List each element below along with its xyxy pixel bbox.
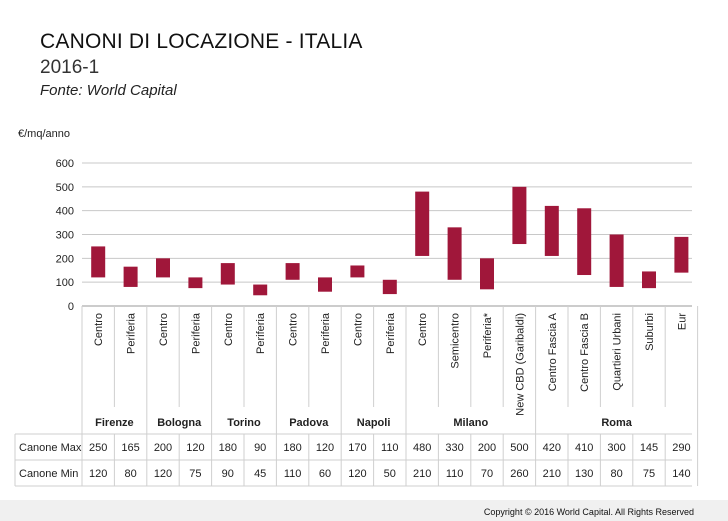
y-tick-label: 500 — [56, 182, 74, 194]
category-label: Suburbi — [644, 313, 656, 351]
value-canone-min: 110 — [446, 468, 464, 480]
range-bar — [91, 246, 106, 278]
value-canone-max: 120 — [186, 442, 204, 454]
value-canone-max: 110 — [381, 442, 399, 454]
category-label: Quartieri Urbani — [612, 313, 624, 391]
range-bar — [382, 279, 397, 295]
category-label: Semicentro — [450, 313, 462, 369]
range-bar — [512, 186, 527, 245]
value-canone-min: 110 — [284, 468, 302, 480]
value-canone-max: 410 — [575, 442, 593, 454]
group-label: Torino — [227, 417, 261, 429]
row-label-canone-min: Canone Min — [19, 468, 78, 480]
range-bar — [415, 191, 430, 256]
group-label: Milano — [453, 417, 488, 429]
value-canone-max: 170 — [348, 442, 366, 454]
chart-title: CANONI DI LOCAZIONE - ITALIA — [40, 30, 363, 53]
range-bar — [285, 263, 300, 280]
range-bar — [674, 236, 689, 273]
category-label: Periferia — [320, 312, 332, 354]
range-bar — [480, 258, 494, 290]
value-canone-min: 80 — [124, 468, 136, 480]
value-canone-min: 140 — [672, 468, 690, 480]
range-bar — [253, 284, 268, 296]
range-bar — [188, 277, 203, 289]
y-axis-unit-label: €/mq/anno — [18, 128, 70, 140]
category-label: Periferia — [190, 312, 202, 354]
value-canone-max: 250 — [89, 442, 107, 454]
y-tick-label: 100 — [56, 277, 74, 289]
value-canone-max: 300 — [607, 442, 625, 454]
value-canone-max: 330 — [445, 442, 463, 454]
range-bar — [609, 234, 624, 287]
value-canone-min: 60 — [319, 468, 331, 480]
value-canone-min: 90 — [222, 468, 234, 480]
row-label-canone-max: Canone Max — [19, 442, 82, 454]
value-canone-min: 130 — [575, 468, 593, 480]
range-bar-chart: 0 100 200 300 400 500 600 Firenze Bologna Torino P… — [14, 158, 699, 487]
category-label: Centro Fascia A — [547, 312, 559, 391]
value-canone-max: 145 — [640, 442, 658, 454]
range-bar — [577, 208, 592, 276]
range-bar — [123, 266, 138, 287]
range-bar — [642, 271, 656, 289]
y-tick-label: 0 — [68, 301, 74, 313]
category-label: Centro — [288, 313, 300, 346]
value-canone-min: 210 — [413, 468, 431, 480]
group-label: Padova — [289, 417, 329, 429]
group-label: Roma — [601, 417, 632, 429]
value-canone-min: 120 — [89, 468, 107, 480]
y-tick-label: 300 — [56, 230, 74, 242]
value-canone-max: 420 — [543, 442, 561, 454]
chart-source: Fonte: World Capital — [40, 82, 177, 99]
value-canone-max: 480 — [413, 442, 431, 454]
value-canone-max: 180 — [219, 442, 237, 454]
range-bar — [156, 258, 170, 278]
group-label: Firenze — [95, 417, 134, 429]
range-bar — [220, 263, 235, 285]
footer-bar — [0, 500, 728, 521]
value-canone-max: 90 — [254, 442, 266, 454]
category-label: Centro — [417, 313, 429, 346]
value-canone-min: 260 — [510, 468, 528, 480]
group-label: Napoli — [357, 417, 391, 429]
value-canone-max: 500 — [510, 442, 528, 454]
value-canone-max: 120 — [316, 442, 334, 454]
category-label: Centro — [223, 313, 235, 346]
category-label: Centro — [158, 313, 170, 346]
category-label: New CBD (Garibaldi) — [514, 313, 526, 416]
value-canone-min: 45 — [254, 468, 266, 480]
value-canone-min: 70 — [481, 468, 493, 480]
value-canone-min: 80 — [610, 468, 622, 480]
chart-subtitle: 2016-1 — [40, 57, 100, 78]
range-bar — [318, 277, 332, 292]
value-canone-min: 75 — [189, 468, 201, 480]
y-tick-label: 600 — [56, 158, 74, 170]
value-canone-min: 75 — [643, 468, 655, 480]
value-canone-min: 120 — [348, 468, 366, 480]
value-canone-max: 180 — [283, 442, 301, 454]
value-canone-max: 200 — [154, 442, 172, 454]
category-label: Periferia — [385, 312, 397, 354]
category-label: Periferia — [126, 312, 138, 354]
category-label: Centro — [93, 313, 105, 346]
y-tick-label: 400 — [56, 206, 74, 218]
value-canone-min: 210 — [543, 468, 561, 480]
range-bar — [350, 265, 365, 278]
value-canone-min: 120 — [154, 468, 172, 480]
category-label: Periferia* — [482, 312, 494, 358]
value-canone-max: 165 — [121, 442, 139, 454]
value-canone-min: 50 — [384, 468, 396, 480]
value-canone-max: 290 — [672, 442, 690, 454]
copyright-text: Copyright © 2016 World Capital. All Righ… — [483, 507, 694, 517]
group-label: Bologna — [157, 417, 202, 429]
range-bar — [544, 205, 559, 256]
range-bar — [447, 227, 462, 280]
category-label: Eur — [676, 313, 688, 330]
value-canone-max: 200 — [478, 442, 496, 454]
category-label: Periferia — [255, 312, 267, 354]
category-label: Centro Fascia B — [579, 313, 591, 392]
y-tick-label: 200 — [56, 253, 74, 265]
category-label: Centro — [352, 313, 364, 346]
